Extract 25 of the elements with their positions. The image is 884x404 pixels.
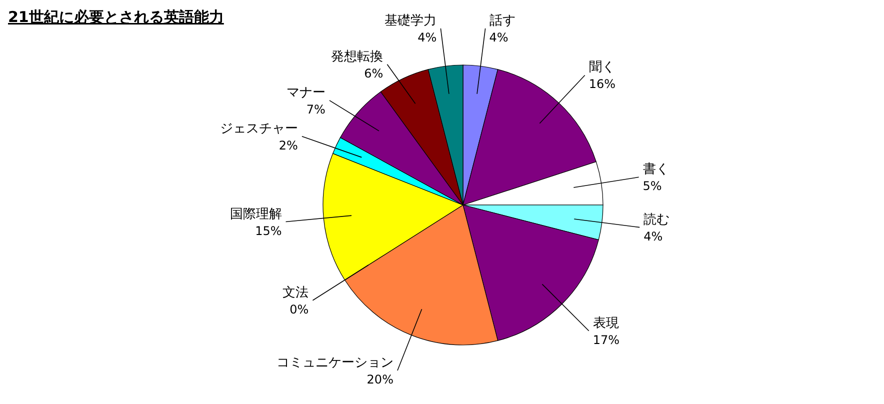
data-label: 5% [642,179,662,194]
text: 0% [290,302,309,316]
data-label: 17% [592,332,620,347]
slice-label: 聞く [588,60,615,76]
slice-label: 表現 [592,316,619,331]
slice-label: 書く [642,162,669,178]
data-label: 4% [644,229,663,244]
data-label: 16% [588,77,616,92]
slice-label: ジェスチャー [220,121,298,136]
category-label: 文法 [282,285,309,300]
data-label: 15% [255,224,282,238]
data-label: 4% [489,30,508,44]
data-label: 2% [278,138,298,152]
data-label: 7% [306,102,326,116]
data-label: 20% [366,372,394,386]
slice-label: 読む [644,212,670,228]
slice-label: コミュニケーション [276,356,394,370]
chart-title: 21世紀に必要とされる英語能力 [8,8,224,26]
slice-label: 国際理解 [230,206,282,222]
data-label: 6% [364,66,384,80]
slice-label: マナー [286,85,326,100]
data-label: 4% [418,30,437,44]
slice-label: 発想転換 [331,49,384,64]
slice-label: 話す [489,13,516,28]
slice-label: 基礎学力 [384,13,437,28]
